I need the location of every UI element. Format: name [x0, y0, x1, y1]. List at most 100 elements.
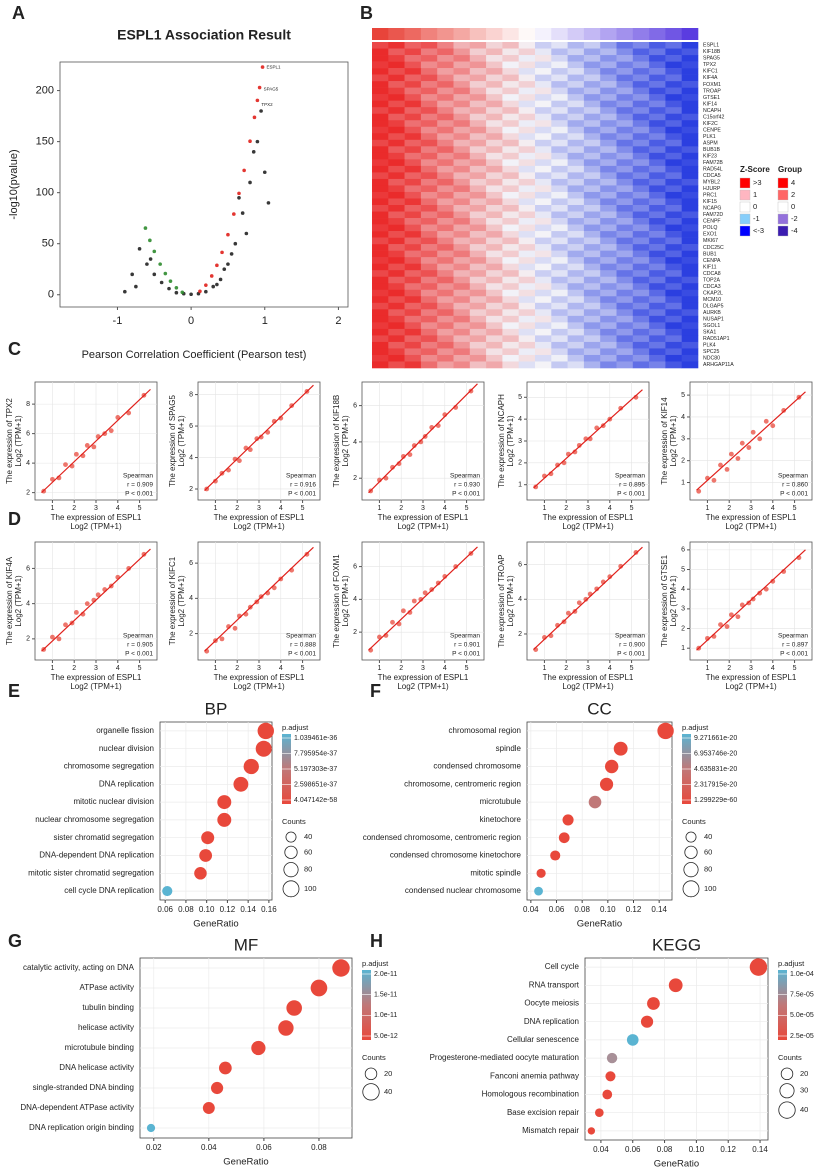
y-tick-label: 4 [518, 596, 522, 603]
heatmap-cell [616, 48, 634, 56]
heatmap-cell [420, 276, 438, 284]
row-label: MYBL2 [703, 180, 720, 186]
stat-label: Spearman [615, 633, 645, 640]
heatmap-cell [567, 315, 585, 323]
heatmap-cell [437, 159, 454, 167]
heatmap-cell [600, 218, 617, 225]
heatmap-cell [388, 165, 405, 173]
heatmap-cell [420, 224, 438, 232]
heatmap-cell [453, 276, 471, 284]
point [63, 622, 68, 628]
heatmap-cell [535, 237, 552, 245]
annotation: TPX2 [261, 102, 273, 107]
heatmap-cell [502, 113, 519, 121]
heatmap-cell [665, 231, 682, 238]
x-axis-label: Log2 (TPM+1) [397, 682, 449, 691]
heatmap-cell [453, 237, 471, 245]
heatmap-cell [583, 250, 601, 258]
heatmap-cell [453, 302, 471, 310]
heatmap-cell [518, 133, 536, 141]
size-legend-dot [362, 1083, 380, 1101]
y-tick-label: 4 [26, 460, 30, 467]
heatmap-cell [518, 361, 536, 369]
heatmap-cell [502, 172, 519, 180]
point [262, 170, 267, 175]
category-label: DNA-dependent ATPase activity [20, 1103, 134, 1112]
heatmap-cell [420, 270, 438, 278]
heatmap-cell [502, 159, 519, 167]
heatmap-cell [567, 55, 585, 62]
heatmap-cell [649, 126, 666, 134]
x-axis-label: Log2 (TPM+1) [725, 682, 777, 691]
heatmap-cell [665, 341, 682, 349]
heatmap-cell [420, 250, 438, 258]
dot [233, 776, 249, 792]
heatmap-cell [372, 100, 389, 108]
heatmap-cell [453, 139, 471, 147]
point [189, 292, 193, 297]
heatmap-cell [600, 315, 617, 323]
heatmap-cell [420, 94, 438, 101]
x-tick-label: 0.10 [689, 1145, 705, 1154]
heatmap-cell [567, 191, 585, 199]
x-tick-label: 1 [262, 315, 268, 327]
legend-label: -1 [753, 214, 760, 223]
heatmap-cell [388, 263, 405, 271]
heatmap-cell [486, 296, 503, 304]
category-label: Cellular senescence [507, 1035, 580, 1044]
heatmap-cell [502, 55, 519, 62]
heatmap-cell [649, 191, 666, 199]
heatmap-cell [583, 81, 601, 88]
heatmap-cell [535, 185, 552, 193]
heatmap-cell [469, 302, 487, 310]
heatmap-cell [632, 296, 650, 304]
y-tick-label: 4 [353, 439, 357, 446]
y-axis-label: The expression of TROAP [497, 554, 506, 647]
heatmap-cell [632, 178, 650, 186]
panel-letter: H [370, 931, 383, 951]
heatmap-cell [388, 283, 405, 291]
chart-title: ESPL1 Association Result [117, 27, 291, 43]
heatmap-cell [681, 361, 699, 369]
row-label: KIF14 [703, 101, 717, 107]
heatmap-cell [372, 152, 389, 160]
heatmap-cell [665, 296, 682, 304]
heatmap-cell [567, 87, 585, 95]
heatmap-cell [632, 341, 650, 349]
heatmap-cell [502, 100, 519, 108]
heatmap-cell [420, 113, 438, 121]
heatmap-cell [535, 81, 552, 88]
row-label: GTSE1 [703, 95, 720, 101]
heatmap-cell [600, 172, 617, 180]
heatmap-cell [404, 113, 422, 121]
row-label: KIFC1 [703, 69, 718, 75]
legend-swatch [739, 201, 751, 213]
heatmap-cell [404, 237, 422, 245]
heatmap-cell [649, 244, 666, 251]
heatmap-cell [665, 61, 682, 69]
row-label: PRC1 [703, 193, 717, 199]
heatmap-cell [567, 276, 585, 284]
category-label: ATPase activity [79, 983, 134, 992]
heatmap-cell [388, 354, 405, 362]
heatmap-cell [600, 224, 617, 232]
heatmap-cell [372, 94, 389, 101]
heatmap-cell [632, 87, 650, 95]
heatmap-cell [567, 172, 585, 180]
y-axis-label: Log2 (TPM+1) [177, 415, 186, 467]
x-axis-label: Log2 (TPM+1) [233, 682, 285, 691]
heatmap-cell [567, 74, 585, 82]
x-tick-label: -1 [113, 315, 123, 327]
x-tick-label: 2 [727, 665, 731, 672]
x-tick-label: 0.12 [720, 1145, 736, 1154]
heatmap-cell [404, 289, 422, 297]
stat-label: r = 0.901 [454, 642, 480, 649]
heatmap-cell [616, 309, 634, 317]
heatmap-cell [486, 283, 503, 291]
category-label: condensed nuclear chromosome [405, 886, 522, 895]
heatmap-cell [600, 244, 617, 251]
heatmap-cell [649, 107, 666, 115]
heatmap-cell [665, 335, 682, 343]
stat-label: r = 0.930 [454, 482, 480, 489]
heatmap-cell [404, 100, 422, 108]
